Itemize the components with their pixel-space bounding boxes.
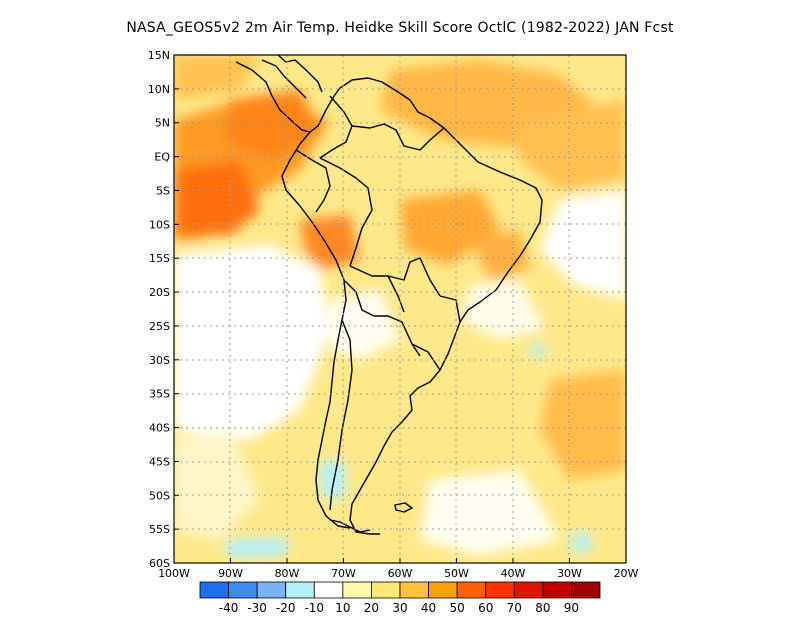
lat-label: 25S [149, 320, 170, 333]
colorbar-label: 50 [450, 601, 465, 615]
lon-label: 30W [557, 567, 582, 580]
colorbar-swatch [256, 581, 287, 599]
colorbar-swatch [371, 581, 401, 599]
lon-label: 20W [614, 567, 639, 580]
colorbar-label: -30 [247, 601, 267, 615]
lat-label: 30S [149, 354, 170, 367]
colorbar-label: 20 [364, 601, 379, 615]
lat-label: 40S [149, 422, 170, 435]
lat-label: 5N [155, 117, 170, 130]
colorbar-label: 30 [392, 601, 407, 615]
lon-label: 80W [275, 567, 300, 580]
lat-label: 35S [149, 388, 170, 401]
longitude-labels: 100W 90W 80W 70W 60W 50W 40W 30W 20W [158, 558, 639, 580]
colorbar: -40 -30 -20 -10 10 20 30 40 50 60 70 80 90 [199, 581, 601, 615]
coastlines [235, 55, 543, 535]
colorbar-swatch [199, 581, 229, 599]
lat-label: 15S [149, 252, 170, 265]
colorbar-swatch [542, 581, 572, 599]
colorbar-swatch [342, 581, 372, 599]
lon-label: 40W [501, 567, 526, 580]
lon-label: 50W [444, 567, 469, 580]
lon-label: 100W [158, 567, 190, 580]
lat-label: 20S [149, 286, 170, 299]
colorbar-swatch [456, 581, 487, 599]
colorbar-swatch [228, 581, 258, 599]
lat-label: 15N [148, 49, 170, 62]
colorbar-swatch [513, 581, 544, 599]
colorbar-label: -40 [219, 601, 239, 615]
lon-label: 60W [388, 567, 413, 580]
lat-label: 50S [149, 489, 170, 502]
colorbar-label: 60 [478, 601, 493, 615]
lat-label: 55S [149, 523, 170, 536]
colorbar-swatch [428, 581, 458, 599]
colorbar-label: 10 [335, 601, 350, 615]
lat-label: 10S [149, 218, 170, 231]
colorbar-label: 90 [564, 601, 579, 615]
colorbar-swatch [399, 581, 429, 599]
lat-label: 60S [149, 557, 170, 570]
lon-label: 90W [218, 567, 243, 580]
lat-label: 10N [148, 83, 170, 96]
colorbar-label: 80 [535, 601, 550, 615]
colorbar-label: -20 [276, 601, 296, 615]
graticule [174, 55, 626, 563]
colorbar-label: 70 [507, 601, 522, 615]
colorbar-swatch [485, 581, 515, 599]
colorbar-label: -10 [304, 601, 324, 615]
colorbar-swatch [285, 581, 315, 599]
colorbar-swatch [313, 581, 344, 599]
map-title: NASA_GEOS5v2 2m Air Temp. Heidke Skill S… [126, 20, 674, 36]
lat-label: 5S [156, 184, 170, 197]
colorbar-swatch [571, 581, 601, 599]
lon-label: 70W [331, 567, 356, 580]
lat-label: EQ [154, 151, 170, 164]
latitude-labels: 15N 10N 5N EQ 5S 10S 15S 20S 25S 30S 35S 40S 45S 50S 5… [148, 49, 179, 570]
lat-label: 45S [149, 455, 170, 468]
colorbar-label: 40 [421, 601, 436, 615]
